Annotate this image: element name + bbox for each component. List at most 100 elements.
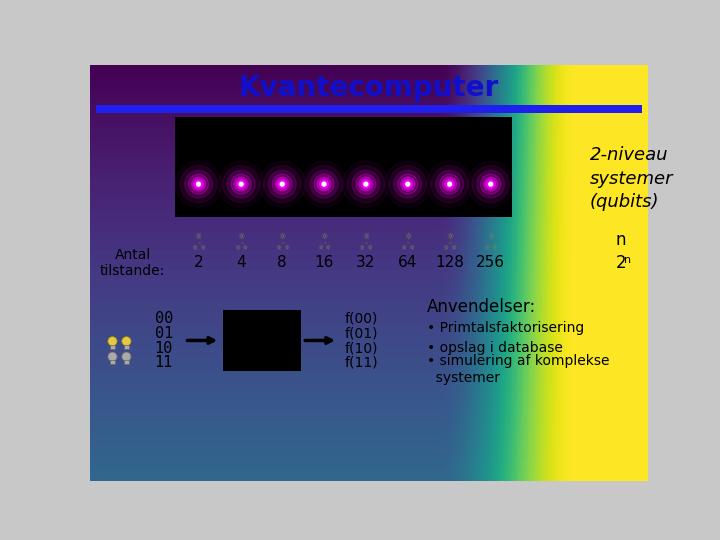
Circle shape (305, 166, 343, 202)
Circle shape (317, 177, 331, 191)
Text: ‗: ‗ (406, 239, 409, 244)
Circle shape (239, 182, 243, 186)
Text: ‗: ‗ (490, 239, 492, 244)
Circle shape (275, 177, 289, 191)
Circle shape (238, 181, 244, 187)
Circle shape (389, 166, 426, 202)
Circle shape (321, 181, 327, 187)
Text: ☼: ☼ (194, 231, 202, 240)
Text: 10: 10 (155, 341, 173, 356)
Text: 256: 256 (476, 255, 505, 270)
Circle shape (364, 182, 368, 186)
Circle shape (322, 182, 326, 186)
Bar (223, 309, 301, 372)
Circle shape (397, 174, 418, 194)
Text: ☼: ☼ (450, 245, 456, 251)
Circle shape (277, 179, 287, 189)
Circle shape (189, 174, 209, 194)
Text: ☼: ☼ (192, 245, 198, 251)
Text: 128: 128 (435, 255, 464, 270)
Circle shape (228, 170, 255, 198)
Circle shape (222, 166, 260, 202)
Text: ‗: ‗ (197, 239, 200, 244)
Text: ☼: ☼ (320, 231, 328, 240)
Circle shape (431, 166, 468, 202)
Bar (96, 105, 642, 112)
Circle shape (122, 336, 131, 346)
Circle shape (197, 182, 200, 186)
Circle shape (347, 166, 384, 202)
Circle shape (489, 182, 492, 186)
Circle shape (356, 174, 376, 194)
Circle shape (448, 182, 451, 186)
Text: ☼: ☼ (487, 231, 495, 240)
Text: f(10): f(10) (344, 341, 378, 355)
Bar (124, 361, 129, 365)
Text: ☼: ☼ (242, 245, 248, 251)
Circle shape (184, 170, 212, 198)
Circle shape (477, 170, 505, 198)
Text: n: n (616, 231, 626, 249)
Circle shape (108, 336, 117, 346)
Text: ☼: ☼ (362, 231, 369, 240)
Circle shape (401, 177, 415, 191)
Text: 64: 64 (398, 255, 418, 270)
Circle shape (231, 174, 251, 194)
Text: Antal
tilstande:: Antal tilstande: (100, 247, 166, 278)
Text: Anvendelser:: Anvendelser: (427, 298, 536, 316)
Circle shape (310, 170, 338, 198)
Circle shape (264, 166, 301, 202)
Circle shape (192, 177, 205, 191)
Text: ☼: ☼ (238, 231, 245, 240)
Circle shape (436, 170, 464, 198)
Circle shape (405, 181, 411, 187)
Text: ‗: ‗ (364, 239, 367, 244)
Circle shape (352, 170, 380, 198)
Text: f(01): f(01) (344, 327, 378, 341)
Circle shape (487, 181, 494, 187)
Text: 2: 2 (194, 255, 203, 270)
Text: 2-niveau
systemer
(qubits): 2-niveau systemer (qubits) (590, 146, 673, 211)
Circle shape (314, 174, 334, 194)
Text: 2: 2 (616, 254, 626, 272)
Text: ☼: ☼ (317, 245, 323, 251)
Text: ☼: ☼ (283, 245, 289, 251)
Circle shape (279, 181, 285, 187)
Text: ☼: ☼ (325, 245, 331, 251)
Text: 01: 01 (155, 326, 173, 341)
Circle shape (122, 352, 131, 361)
Circle shape (180, 166, 217, 202)
Circle shape (486, 179, 495, 189)
Text: ‗: ‗ (240, 239, 243, 244)
Text: 32: 32 (356, 255, 376, 270)
Circle shape (481, 174, 500, 194)
Text: • opslag i database: • opslag i database (427, 341, 563, 355)
Circle shape (446, 181, 453, 187)
Text: 8: 8 (277, 255, 287, 270)
Text: ☼: ☼ (408, 245, 415, 251)
Text: ☼: ☼ (199, 245, 205, 251)
Bar (110, 345, 114, 349)
Bar (110, 361, 114, 365)
Text: ☼: ☼ (234, 245, 240, 251)
Circle shape (472, 166, 509, 202)
Circle shape (439, 174, 459, 194)
Text: • Primtalsfaktorisering: • Primtalsfaktorisering (427, 321, 585, 335)
Text: 16: 16 (315, 255, 334, 270)
Text: n: n (624, 255, 631, 265)
Text: ☼: ☼ (492, 245, 498, 251)
Circle shape (445, 179, 454, 189)
Text: 00: 00 (155, 312, 173, 326)
Circle shape (484, 177, 498, 191)
Text: Kvantecomputer: Kvantecomputer (239, 74, 499, 102)
Circle shape (394, 170, 422, 198)
Text: 4: 4 (236, 255, 246, 270)
Circle shape (406, 182, 410, 186)
Text: ☼: ☼ (443, 245, 449, 251)
Circle shape (194, 179, 203, 189)
Circle shape (443, 177, 456, 191)
Text: ☼: ☼ (366, 245, 373, 251)
Circle shape (359, 177, 373, 191)
Text: ☼: ☼ (359, 245, 365, 251)
Text: ☼: ☼ (279, 231, 286, 240)
